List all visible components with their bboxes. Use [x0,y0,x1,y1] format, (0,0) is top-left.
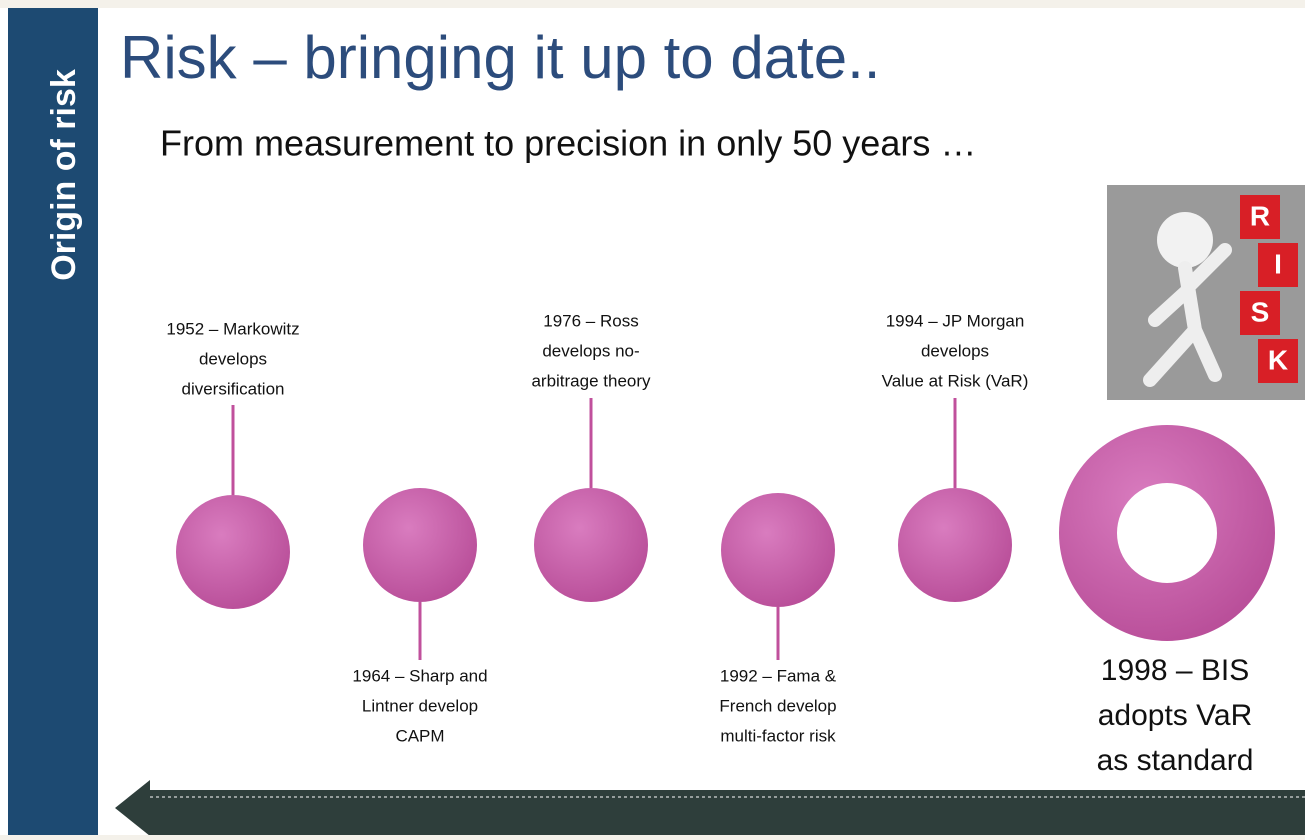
event-label: CAPM [395,726,444,745]
event-circle [176,495,290,609]
letter: S [1251,296,1270,327]
event-label: 1976 – Ross [543,311,638,330]
event-label: arbitrage theory [531,371,651,390]
letter: I [1274,248,1282,279]
event-label: Value at Risk (VaR) [882,371,1029,390]
event-label: 1992 – Fama & [720,666,837,685]
event-label: develops no- [542,341,639,360]
event-label: 1994 – JP Morgan [886,311,1025,330]
sidebar-label: Origin of risk [45,69,83,281]
event-label: 1952 – Markowitz [166,319,299,338]
event-label: Lintner develop [362,696,478,715]
slide: Origin of risk Risk – bringing it up to … [0,0,1305,835]
letter: R [1250,200,1270,231]
event-label: develops [921,341,989,360]
event-label: diversification [182,379,285,398]
event-circle [898,488,1012,602]
title: Risk – bringing it up to date.. [120,24,880,91]
event-circle [363,488,477,602]
event-label: French develop [719,696,836,715]
page: Origin of risk Risk – bringing it up to … [0,0,1305,835]
event-label: 1998 – BIS [1101,654,1249,687]
event-label: multi-factor risk [720,726,836,745]
letter: K [1268,344,1288,375]
event-label: as standard [1097,744,1254,777]
event-circle [721,493,835,607]
figure-head [1157,212,1213,268]
event-label: 1964 – Sharp and [352,666,487,685]
event-circle [534,488,648,602]
subtitle: From measurement to precision in only 50… [160,123,976,164]
event-label: develops [199,349,267,368]
event-label: adopts VaR [1098,699,1253,732]
